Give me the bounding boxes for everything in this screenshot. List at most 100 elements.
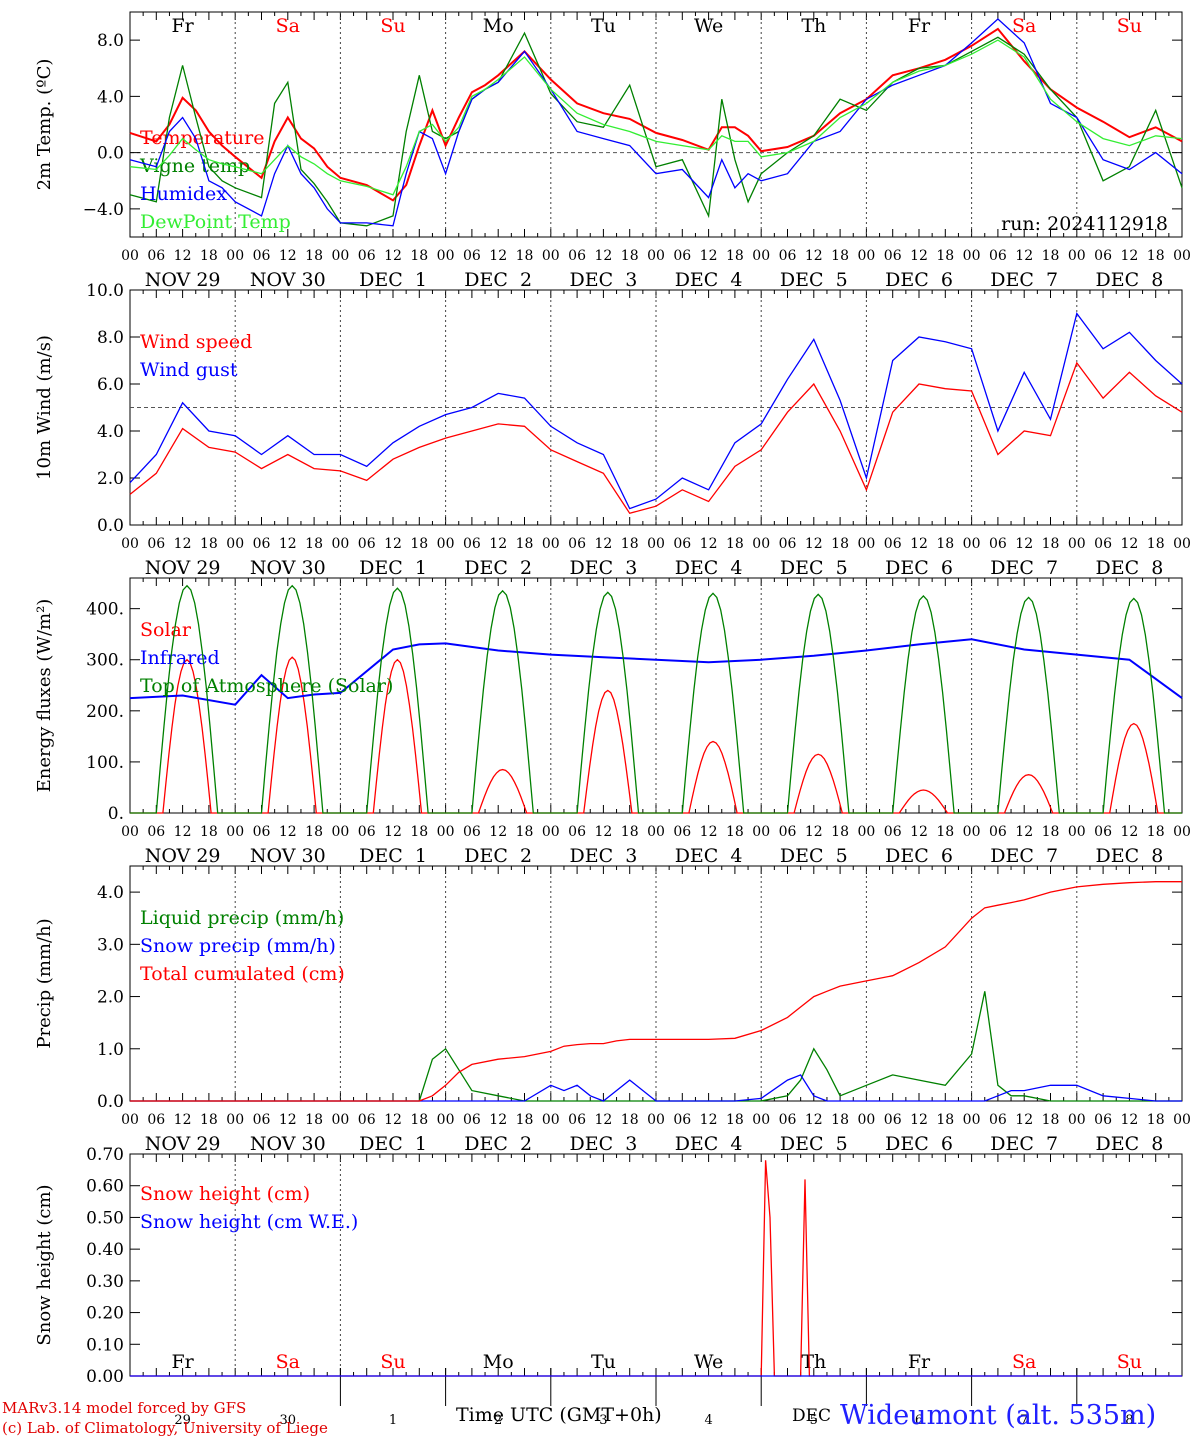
x-tick-label: 06	[779, 824, 797, 840]
x-tick-label: 12	[700, 824, 718, 840]
y-tick-label: 0.0	[97, 144, 124, 164]
x-tick-label: 12	[384, 536, 402, 552]
panel-wind: 0.0 2.0 4.0 6.0 8.0 10.0 10m Wind (m/s) 00 06 12 1…	[34, 281, 1183, 579]
date-label: DEC 4	[675, 845, 743, 867]
x-tick-label: 18	[726, 1112, 744, 1128]
x-tick-label: 12	[1120, 1112, 1138, 1128]
model-credit: MARv3.14 model forced by GFS	[2, 1399, 247, 1417]
x-tick-label: 00	[1173, 824, 1191, 840]
x-tick-label: 00	[226, 1112, 244, 1128]
date-label: DEC 5	[780, 557, 848, 579]
legend-entry: Total cumulated (cm)	[140, 963, 345, 985]
y-tick-label: 0.0	[97, 516, 124, 536]
x-tick-label: 00	[647, 536, 665, 552]
series-line-wind-gust	[129, 312, 1183, 510]
x-tick-label: 00	[1173, 248, 1191, 264]
x-tick-label: 12	[279, 1112, 297, 1128]
day-number: 5	[810, 1413, 818, 1428]
date-label: NOV 29	[145, 269, 221, 291]
date-label: NOV 30	[250, 845, 326, 867]
y-tick-label: 0.40	[86, 1240, 124, 1260]
x-tick-label: 18	[1042, 1112, 1060, 1128]
x-tick-label: 00	[1068, 536, 1086, 552]
date-label: DEC 2	[464, 557, 532, 579]
x-tick-label: 12	[1015, 248, 1033, 264]
x-tick-label: 06	[779, 1112, 797, 1128]
day-number: 7	[1020, 1413, 1028, 1428]
x-tick-label: 12	[594, 824, 612, 840]
day-number: 4	[704, 1413, 712, 1428]
date-label: NOV 30	[250, 1133, 326, 1155]
x-tick-label: 18	[516, 536, 534, 552]
x-tick-label: 00	[437, 248, 455, 264]
x-tick-label: 12	[384, 824, 402, 840]
x-tick-label: 06	[884, 1112, 902, 1128]
y-tick-label: 0.10	[86, 1335, 124, 1355]
series-line-liquid-precip-mm-h-	[130, 991, 1182, 1102]
x-tick-label: 18	[1147, 824, 1165, 840]
x-tick-label: 12	[594, 1112, 612, 1128]
x-tick-label: 12	[1015, 824, 1033, 840]
x-tick-label: 06	[358, 824, 376, 840]
day-number: 30	[280, 1413, 297, 1428]
x-tick-label: 18	[831, 824, 849, 840]
date-label: DEC 7	[990, 557, 1058, 579]
x-tick-label: 06	[253, 824, 271, 840]
x-tick-label: 06	[673, 536, 691, 552]
y-tick-label: 8.0	[97, 328, 124, 348]
weekday-label: Fr	[171, 1351, 194, 1373]
x-tick-label: 06	[147, 824, 165, 840]
x-tick-label: 12	[279, 248, 297, 264]
x-tick-label: 00	[226, 536, 244, 552]
x-tick-label: 12	[910, 1112, 928, 1128]
series-line-top-of-atmosphere-solar-	[130, 584, 1182, 814]
x-tick-label: 00	[331, 824, 349, 840]
panel-energy: 0. 100. 200. 300. 400. Energy fluxes (W/m²) 00…	[34, 577, 1183, 867]
weekday-label: Mo	[483, 1351, 514, 1373]
x-tick-label: 18	[621, 536, 639, 552]
x-tick-label: 06	[568, 536, 586, 552]
weekday-label: Tu	[591, 1351, 616, 1373]
y-tick-label: 0.70	[86, 1145, 124, 1165]
date-label: DEC 3	[569, 269, 637, 291]
x-tick-label: 18	[410, 536, 428, 552]
x-tick-label: 00	[331, 248, 349, 264]
x-tick-label: 18	[410, 1112, 428, 1128]
x-tick-label: 00	[331, 536, 349, 552]
x-tick-label: 12	[805, 536, 823, 552]
date-label: DEC 8	[1095, 557, 1163, 579]
legend-entry: Vigne temp	[139, 155, 250, 177]
x-tick-label: 06	[147, 248, 165, 264]
date-label: DEC 8	[1095, 269, 1163, 291]
x-tick-label: 12	[1015, 536, 1033, 552]
x-tick-label: 12	[384, 1112, 402, 1128]
x-tick-label: 00	[752, 824, 770, 840]
x-tick-label: 12	[174, 536, 192, 552]
x-tick-label: 06	[463, 824, 481, 840]
date-label: DEC 4	[675, 557, 743, 579]
x-tick-label: 00	[963, 1112, 981, 1128]
x-tick-label: 18	[621, 824, 639, 840]
x-tick-label: 18	[831, 536, 849, 552]
time-axis-label: Time UTC (GMT+0h)	[456, 1404, 662, 1426]
panel-snow: 0.00 0.10 0.20 0.30 0.40 0.50 0.60 0.70 Snow hei…	[34, 1145, 1183, 1428]
x-tick-label: 00	[857, 248, 875, 264]
date-label: DEC 8	[1095, 1133, 1163, 1155]
x-tick-label: 18	[1042, 248, 1060, 264]
date-label: NOV 30	[250, 269, 326, 291]
x-tick-label: 06	[673, 248, 691, 264]
x-tick-label: 06	[147, 536, 165, 552]
x-tick-label: 18	[621, 1112, 639, 1128]
series-line-total-cumulated-cm-	[130, 881, 1182, 1102]
y-tick-label: 8.0	[97, 31, 124, 51]
x-tick-label: 00	[857, 824, 875, 840]
date-label: DEC 6	[885, 557, 953, 579]
weekday-label: Tu	[591, 15, 616, 37]
y-tick-label: 0.60	[86, 1177, 124, 1197]
x-tick-label: 12	[1120, 824, 1138, 840]
legend-entry: Top of Atmosphere (Solar)	[140, 675, 393, 697]
x-tick-label: 00	[963, 536, 981, 552]
x-tick-label: 12	[1015, 1112, 1033, 1128]
panel-precip: 0.0 1.0 2.0 3.0 4.0 Precip (mm/h) 00 06 12 18 NOV …	[34, 865, 1183, 1155]
legend-entry: Wind gust	[140, 359, 238, 381]
